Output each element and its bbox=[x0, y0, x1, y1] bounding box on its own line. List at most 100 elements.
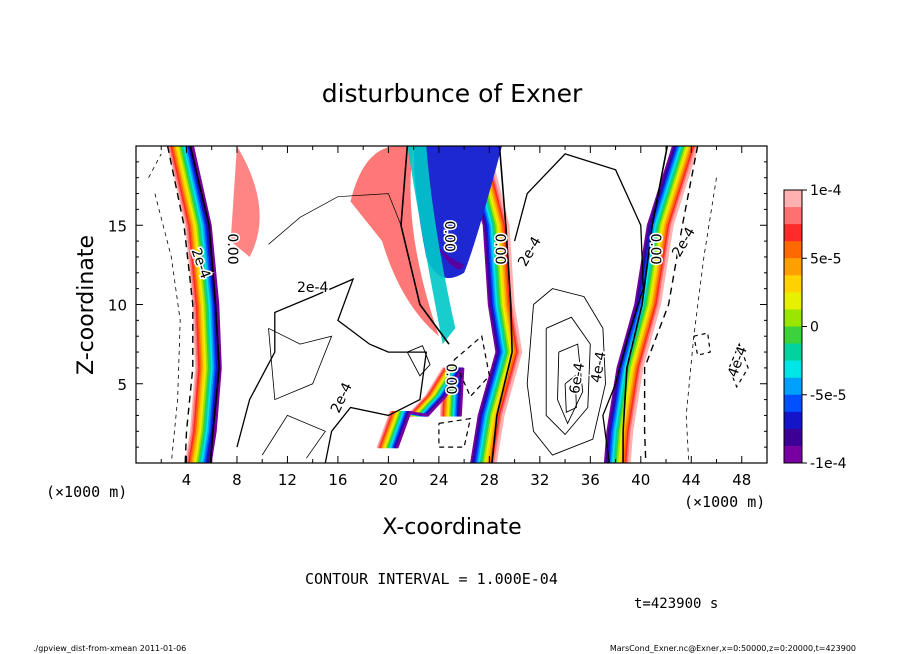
contour-interval-note: CONTOUR INTERVAL = 1.000E-04 bbox=[305, 570, 558, 588]
field-strip bbox=[484, 146, 521, 463]
field-strip bbox=[618, 146, 690, 463]
negative-contour bbox=[438, 417, 472, 448]
field-strip bbox=[176, 146, 208, 463]
colorbar-tick-label: -5e-5 bbox=[810, 388, 847, 404]
x-axis-label: X-coordinate bbox=[382, 515, 521, 540]
negative-core bbox=[433, 241, 465, 270]
field-strip bbox=[475, 146, 512, 463]
positive-contour bbox=[545, 316, 591, 436]
contour-label: 0.00 bbox=[647, 233, 663, 264]
footer-left: ./gpview_dist-from-xmean 2011-01-06 bbox=[33, 644, 186, 653]
colorbar-swatch bbox=[784, 275, 802, 293]
x-tick-label: 32 bbox=[530, 471, 549, 489]
positive-contour bbox=[513, 153, 644, 463]
x-unit-left: (×1000 m) bbox=[46, 483, 127, 501]
negative-contour bbox=[643, 146, 699, 463]
colorbar-swatch bbox=[784, 394, 802, 413]
positive-region bbox=[230, 146, 260, 257]
x-tick-label: 12 bbox=[278, 471, 297, 489]
plume-lower-loop bbox=[376, 367, 465, 449]
x-tick-label: 28 bbox=[480, 471, 499, 489]
field-strip bbox=[624, 146, 696, 463]
field-strip bbox=[610, 146, 682, 463]
field-strip bbox=[172, 146, 203, 463]
colorbar-swatch bbox=[784, 309, 802, 327]
zero-contour bbox=[400, 146, 450, 345]
x-unit-right: (×1000 m) bbox=[684, 493, 765, 511]
contour-label: 0.00 bbox=[492, 233, 508, 264]
field-strip bbox=[473, 146, 510, 463]
field-strip bbox=[184, 146, 216, 463]
colorbar-swatch bbox=[784, 411, 802, 430]
field-strip bbox=[167, 146, 198, 463]
field-strip bbox=[613, 146, 685, 463]
zero-contour bbox=[491, 146, 513, 463]
field-strip bbox=[180, 146, 211, 463]
positive-contour bbox=[268, 327, 333, 401]
negative-contour bbox=[166, 146, 194, 463]
contour-label: 0.00 bbox=[224, 233, 240, 264]
contour-label: 0.00 bbox=[441, 221, 457, 252]
positive-contour bbox=[236, 277, 428, 463]
y-tick-label: 15 bbox=[108, 217, 127, 235]
y-axis-label: Z-coordinate bbox=[74, 235, 99, 375]
field-strip bbox=[470, 146, 507, 463]
field-strip bbox=[467, 146, 504, 463]
zero-contour bbox=[622, 146, 669, 463]
x-axis-ticks: 4 8 12 16 20 24 28 32 36 40 44 48 bbox=[160, 146, 751, 489]
zero-contour bbox=[189, 146, 221, 463]
positive-contour bbox=[526, 288, 606, 456]
colorbar-swatch bbox=[784, 190, 802, 208]
colorbar-swatch bbox=[784, 224, 802, 242]
colorbar-ticks: 1e-4 5e-5 0 -5e-5 -1e-4 bbox=[802, 183, 847, 472]
negative-contour bbox=[154, 193, 181, 463]
field-strip bbox=[615, 146, 686, 463]
field-strip bbox=[170, 146, 202, 463]
colorbar-tick-label: 5e-5 bbox=[810, 251, 841, 267]
colorbar-swatch bbox=[784, 343, 802, 362]
positive-contour bbox=[406, 345, 431, 377]
field-strip bbox=[188, 146, 219, 463]
positive-contour bbox=[261, 414, 326, 459]
colorbar-swatch bbox=[784, 428, 802, 447]
x-tick-label: 4 bbox=[182, 471, 192, 489]
y-tick-label: 10 bbox=[108, 297, 127, 315]
field-strip bbox=[168, 146, 200, 463]
field-strip bbox=[623, 146, 694, 463]
contour-label: 4e-4 bbox=[588, 350, 609, 384]
field-strip bbox=[178, 146, 210, 463]
positive-contour bbox=[557, 343, 584, 425]
negative-contour bbox=[453, 335, 491, 398]
colorbar-swatch bbox=[784, 207, 802, 225]
colorbar: 1e-4 5e-5 0 -5e-5 -1e-4 bbox=[783, 183, 847, 472]
field-strip bbox=[472, 146, 508, 463]
colorbar-tick-label: -1e-4 bbox=[810, 456, 847, 472]
transition-band bbox=[407, 146, 456, 345]
field-strip bbox=[181, 146, 213, 463]
field-strip bbox=[175, 146, 206, 463]
x-tick-label: 48 bbox=[732, 471, 751, 489]
colorbar-swatch bbox=[784, 241, 802, 259]
x-tick-label: 16 bbox=[328, 471, 347, 489]
field-strip bbox=[191, 146, 222, 463]
field-strip bbox=[608, 146, 680, 463]
contour-label: 2e-4 bbox=[297, 280, 329, 296]
x-tick-label: 8 bbox=[232, 471, 242, 489]
field-strip bbox=[186, 146, 218, 463]
field-strip bbox=[468, 146, 505, 463]
negative-contour bbox=[728, 342, 749, 389]
colorbar-swatch bbox=[784, 292, 802, 310]
contour-lines bbox=[148, 146, 749, 463]
colorbar-tick-label: 1e-4 bbox=[810, 183, 842, 199]
positive-contour bbox=[564, 374, 577, 413]
positive-contour bbox=[268, 193, 402, 245]
footer-right: MarsCond_Exner.nc@Exner,x=0:50000,z=0:20… bbox=[610, 644, 856, 653]
field-strip bbox=[396, 367, 465, 449]
colorbar-swatch bbox=[784, 377, 802, 396]
colorbar-swatch bbox=[784, 360, 802, 379]
field-strip bbox=[621, 146, 693, 463]
x-tick-label: 20 bbox=[379, 471, 398, 489]
negative-contour bbox=[693, 332, 711, 356]
